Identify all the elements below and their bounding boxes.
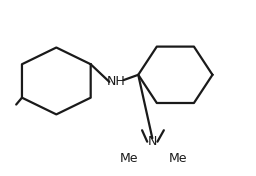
Text: N: N [148, 135, 157, 148]
Text: Me: Me [169, 152, 187, 165]
Text: Me: Me [120, 152, 138, 165]
Text: NH: NH [107, 75, 126, 88]
